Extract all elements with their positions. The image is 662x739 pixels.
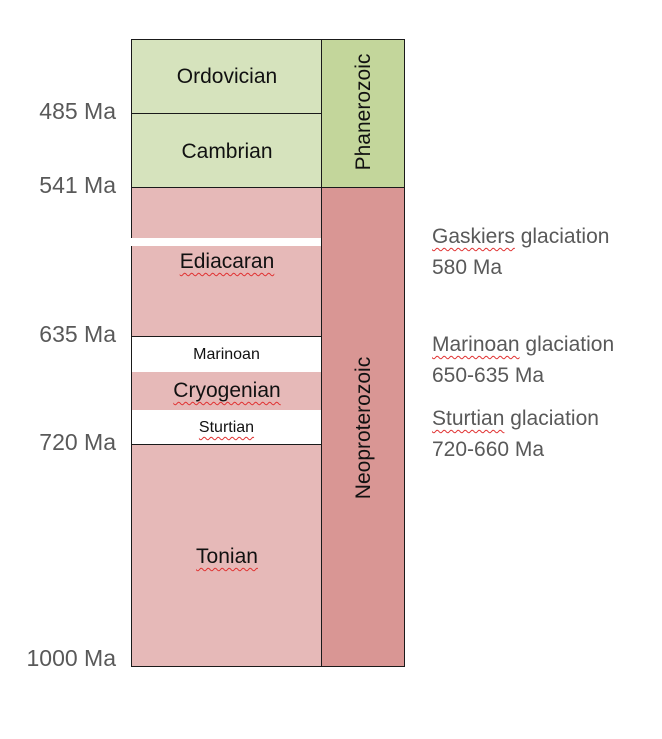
period-ordovician: Ordovician [131,39,323,114]
gaskiers-rest: glaciation [514,225,610,248]
sturtian-band-label: Sturtian [198,419,255,436]
marinoan-band: Marinoan [132,337,321,372]
note-gaskiers: Gaskiers glaciation 580 Ma [432,221,609,283]
sturtian-band: Sturtian [132,410,321,444]
phanerozoic-label: Phanerozoic [352,53,375,171]
sturtian-name: Sturtian [432,407,505,430]
note-sturtian: Sturtian glaciation 720-660 Ma [432,403,599,465]
tick-720: 720 Ma [39,429,116,455]
ediacaran-label: Ediacaran [179,250,275,273]
period-ediacaran: Ediacaran [131,187,323,337]
sturtian-rest: glaciation [504,407,599,430]
era-phanerozoic: Phanerozoic [321,39,405,188]
neoproterozoic-label: Neoproterozoic [352,356,375,500]
gaskiers-name: Gaskiers [432,225,515,248]
sturtian-age: 720-660 Ma [432,438,545,461]
marinoan-band-label: Marinoan [193,346,260,363]
tick-485: 485 Ma [39,98,116,124]
tick-541: 541 Ma [39,172,116,198]
tonian-label: Tonian [196,545,258,568]
note-marinoan: Marinoan glaciation 650-635 Ma [432,329,614,391]
marinoan-rest: glaciation [519,333,615,356]
tick-1000: 1000 Ma [26,645,116,671]
ordovician-label: Ordovician [176,65,278,88]
period-tonian: Tonian [131,444,323,667]
cryogenian-label: Cryogenian [173,379,281,402]
marinoan-age: 650-635 Ma [432,364,545,387]
gaskiers-band [131,238,322,246]
marinoan-name: Marinoan [432,333,520,356]
gaskiers-age: 580 Ma [432,256,503,279]
era-neoproterozoic: Neoproterozoic [321,187,405,667]
cambrian-label: Cambrian [181,140,273,163]
tick-635: 635 Ma [39,321,116,347]
period-cambrian: Cambrian [131,113,323,188]
